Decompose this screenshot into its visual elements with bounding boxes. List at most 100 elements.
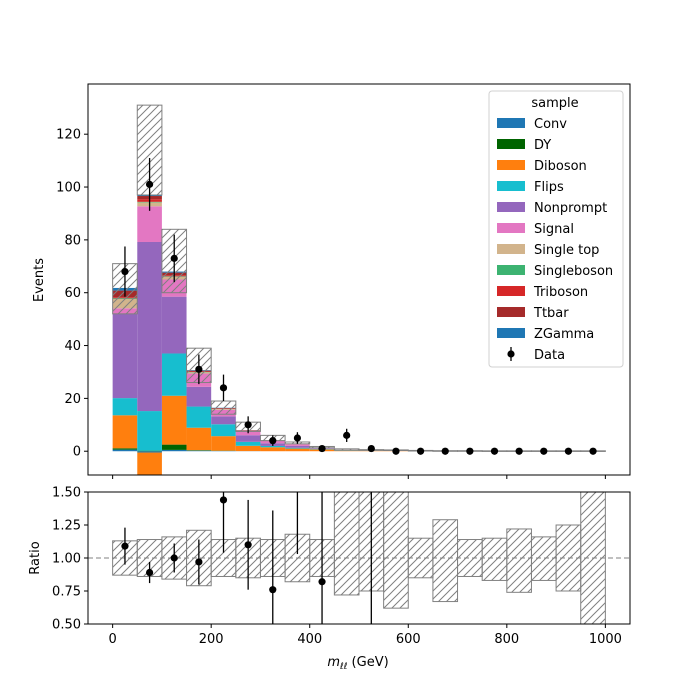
data-point [269,437,277,445]
bar-nonprompt [186,386,212,407]
ratio-point [170,554,178,562]
ratio-band-bin [481,537,508,581]
data-point [466,447,474,455]
y-tick-label: 60 [64,286,81,301]
data-point [589,447,597,455]
x-axis-label: mℓℓ (GeV) [327,655,388,672]
legend: sample Conv DY Diboson Flips Nonprompt Signal… [488,90,624,368]
bar-signal [285,444,310,446]
bar-dy [161,444,187,450]
ratio-point [244,541,252,549]
legend-swatch-nonprompt [497,202,525,212]
legend-label-dy: DY [534,138,551,153]
bar-conv [186,450,212,452]
ratio-band-bin [457,539,483,577]
ratio-band-bin [432,519,459,603]
ratio-point [195,558,203,566]
data-point [195,365,203,373]
data-point [170,254,178,262]
bar-nonprompt [211,416,236,425]
bar-nonprompt [161,296,187,354]
main-x-axis-ticks [112,475,606,479]
x-axis-label-symbol: m [327,655,340,670]
bar-diboson [334,450,359,452]
x-axis-label-subscript: ℓℓ [339,662,347,672]
data-point [490,447,499,455]
y-tick-label: 0 [73,445,81,460]
bar-conv [161,449,187,452]
ratio-point [145,568,154,577]
uncertainty-band-bin [210,400,237,415]
ratio-y-tick-label: 1.25 [52,519,81,534]
bar-nonprompt [137,241,162,412]
legend-label-ttbar: Ttbar [533,306,569,321]
legend-label-triboson: Triboson [533,285,588,300]
bar-diboson [260,447,286,452]
legend-label-conv: Conv [534,117,567,132]
bar-dy [186,450,212,451]
bar-flips [112,398,138,416]
legend-swatch-signal [497,223,525,233]
data-point [318,444,326,453]
legend-label-diboson: Diboson [534,159,587,174]
data-point [441,447,449,455]
bar-nonprompt [235,435,261,442]
ratio-point [269,586,277,594]
y-tick-label: 100 [56,181,81,196]
ratio-y-tick-label: 1.50 [52,486,81,501]
legend-label-signal: Signal [534,222,574,237]
legend-swatch-singleboson [497,265,525,275]
bar-flips [235,441,261,446]
ratio-axes-frame [87,491,631,625]
bar-nonprompt [112,313,138,399]
bar-flips [211,424,236,437]
data-point [367,444,375,453]
data-point [540,447,548,455]
data-point [564,447,573,455]
bar-flips [285,447,310,449]
main-axes-frame [87,83,631,476]
ratio-band-bin [333,491,360,596]
y-tick-label: 20 [64,392,81,407]
ratio-band-bin [530,536,557,581]
main-panel: 0 20 40 60 80 100 120 Events [32,83,631,479]
legend-swatch-single-top [497,244,525,254]
x-tick-label: 0 [108,632,116,647]
legend-swatch-zgamma [497,328,525,338]
y-tick-label: 80 [64,233,81,248]
x-tick-label: 600 [396,632,421,647]
data-point [416,447,425,455]
bar-diboson [211,436,236,451]
data-point [219,384,228,392]
uncertainty-band-bin [333,448,360,451]
legend-swatch-conv [497,118,525,128]
ratio-x-axis-ticks: 0 200 400 600 800 1000 [108,624,622,647]
bar-nonprompt [285,445,310,448]
data-point [343,431,351,439]
bar-dy [112,448,138,450]
legend-label-data: Data [534,348,565,363]
ratio-band-bin [383,491,409,609]
data-point [392,447,400,455]
ratio-y-tick-label: 0.75 [52,585,81,600]
bar-diboson [161,395,187,445]
ratio-y-tick-label: 0.50 [52,618,81,633]
legend-label-nonprompt: Nonprompt [534,201,607,216]
main-y-axis-ticks: 0 20 40 60 80 100 120 [56,128,88,460]
x-tick-label: 400 [297,632,322,647]
x-axis-label-unit: (GeV) [347,655,388,670]
ratio-point [219,496,228,504]
bar-diboson [137,452,162,475]
data-point [145,180,154,188]
legend-label-single-top: Single top [534,243,599,258]
main-data-points [121,157,597,455]
legend-items: Conv DY Diboson Flips Nonprompt Signal Single … [497,117,613,363]
y-tick-label: 40 [64,339,81,354]
legend-label-flips: Flips [534,180,564,195]
bar-signal [137,206,162,242]
legend-marker-data [507,350,515,358]
y-tick-label: 120 [56,128,81,143]
data-point [293,434,302,442]
bar-flips [186,406,212,428]
